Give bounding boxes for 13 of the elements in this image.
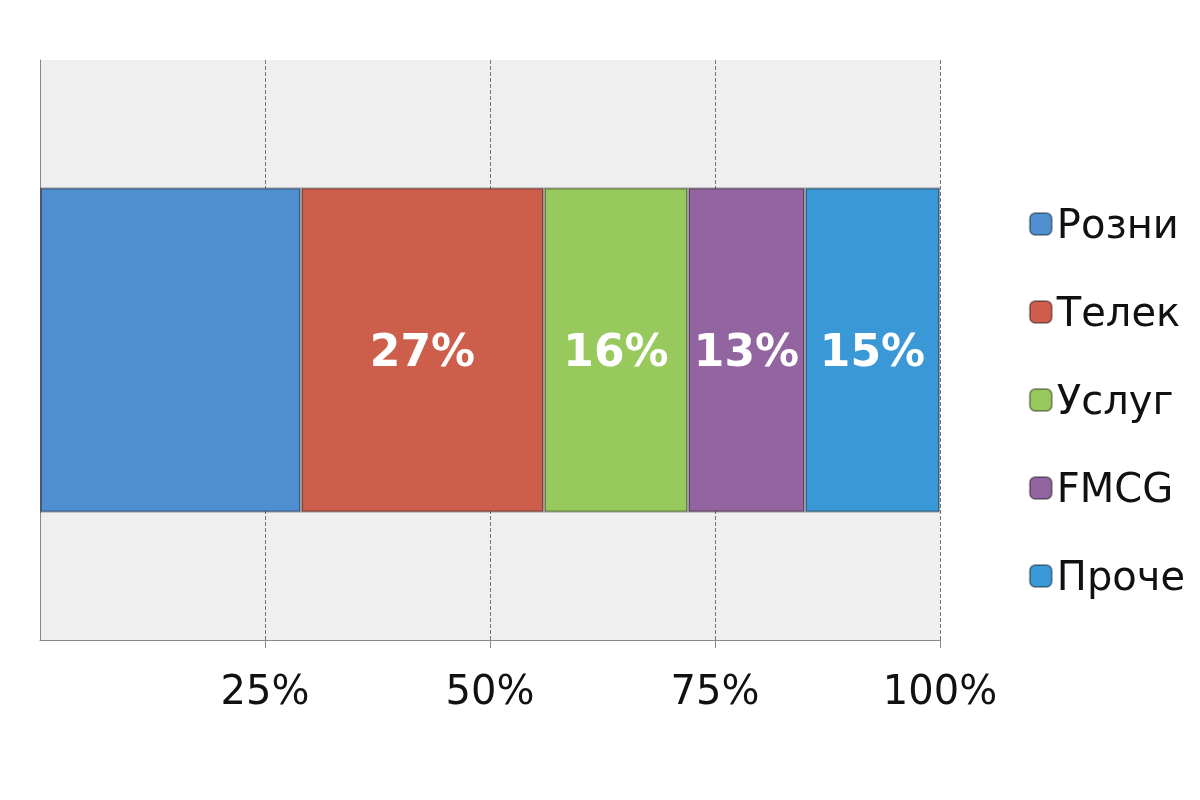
legend-label: Проче (1056, 553, 1185, 599)
legend-label: Услуг (1056, 377, 1174, 423)
legend-label: Телек (1055, 289, 1181, 335)
x-tick-label: 75% (670, 667, 760, 713)
data-label: 16% (563, 324, 669, 376)
data-label: 13% (693, 324, 800, 376)
x-tick-label: 25% (220, 667, 310, 713)
x-tick-label: 100% (882, 667, 998, 713)
data-label: 15% (819, 324, 926, 376)
data-label: 27% (369, 324, 476, 376)
x-tick-label: 50% (445, 667, 535, 713)
legend-label: FMCG (1056, 465, 1174, 511)
legend-label: Розни (1056, 201, 1179, 247)
